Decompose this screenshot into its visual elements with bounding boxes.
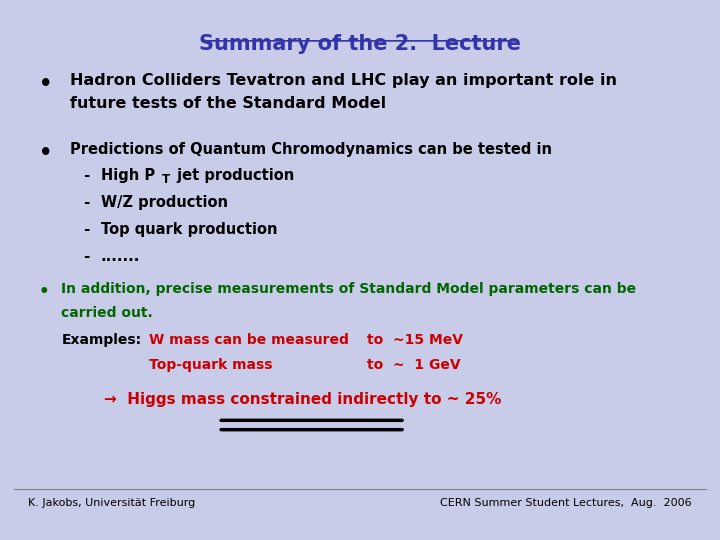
Text: In addition, precise measurements of Standard Model parameters can be: In addition, precise measurements of Sta… [61, 282, 636, 296]
Text: to  ~  1 GeV: to ~ 1 GeV [367, 358, 461, 372]
Text: K. Jakobs, Universität Freiburg: K. Jakobs, Universität Freiburg [28, 498, 195, 508]
Text: •: • [39, 283, 49, 301]
Text: jet production: jet production [172, 168, 294, 183]
Text: future tests of the Standard Model: future tests of the Standard Model [70, 96, 386, 111]
Text: W mass can be measured: W mass can be measured [149, 333, 349, 347]
Text: →  Higgs mass constrained indirectly to ~ 25%: → Higgs mass constrained indirectly to ~… [104, 392, 502, 407]
Text: T: T [161, 173, 170, 186]
Text: -: - [84, 168, 90, 183]
Text: •: • [39, 74, 52, 94]
Text: Summary of the 2.  Lecture: Summary of the 2. Lecture [199, 34, 521, 54]
Text: •: • [39, 143, 52, 163]
Text: to  ~15 MeV: to ~15 MeV [367, 333, 463, 347]
Text: High P: High P [101, 168, 155, 183]
Text: Hadron Colliders Tevatron and LHC play an important role in: Hadron Colliders Tevatron and LHC play a… [70, 73, 617, 88]
Text: -: - [84, 249, 90, 264]
Text: Examples:: Examples: [61, 333, 142, 347]
Text: Predictions of Quantum Chromodynamics can be tested in: Predictions of Quantum Chromodynamics ca… [70, 142, 552, 157]
Text: carried out.: carried out. [61, 306, 153, 320]
Text: Top quark production: Top quark production [101, 222, 277, 237]
Text: .......: ....... [101, 249, 140, 264]
Text: CERN Summer Student Lectures,  Aug.  2006: CERN Summer Student Lectures, Aug. 2006 [440, 498, 692, 508]
Text: W/Z production: W/Z production [101, 195, 228, 210]
Text: Top-quark mass: Top-quark mass [149, 358, 273, 372]
Text: -: - [84, 222, 90, 237]
Text: -: - [84, 195, 90, 210]
